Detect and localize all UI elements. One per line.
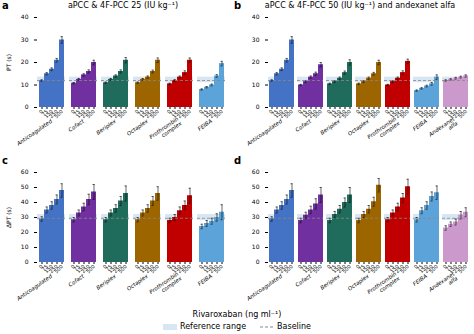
html-text:Rivaroxaban (ng ml⁻¹): Rivaroxaban (ng ml⁻¹) [192, 310, 282, 319]
svg-text:10: 10 [252, 81, 260, 88]
svg-text:500: 500 [370, 108, 381, 119]
svg-text:Octaplex: Octaplex [126, 117, 151, 137]
svg-text:500: 500 [85, 108, 96, 119]
svg-text:20: 20 [21, 228, 29, 235]
svg-text:10: 10 [21, 81, 29, 88]
svg-text:FEIBA: FEIBA [412, 273, 429, 287]
svg-text:Beriplex: Beriplex [95, 117, 118, 136]
svg-text:500: 500 [341, 263, 352, 274]
html-text:b: b [234, 0, 242, 11]
svg-text:Prothrombincomplex: Prothrombincomplex [148, 115, 184, 145]
svg-text:Cofact: Cofact [67, 272, 86, 288]
svg-text:Prothrombincomplex: Prothrombincomplex [148, 270, 184, 300]
svg-text:FEIBA: FEIBA [197, 118, 214, 132]
svg-text:500: 500 [399, 108, 410, 119]
svg-text:500: 500 [428, 108, 439, 119]
svg-text:Anticoagulated: Anticoagulated [245, 273, 284, 303]
svg-text:Prothrombincomplex: Prothrombincomplex [366, 115, 402, 145]
svg-text:500: 500 [428, 263, 439, 274]
svg-text:500: 500 [457, 108, 468, 119]
svg-text:40: 40 [252, 13, 260, 20]
svg-text:30: 30 [252, 36, 260, 43]
html-text:aPCC & 4F-PCC 25 (IU kg⁻¹): aPCC & 4F-PCC 25 (IU kg⁻¹) [67, 1, 179, 10]
svg-text:500: 500 [117, 108, 128, 119]
svg-text:FEIBA: FEIBA [412, 118, 429, 132]
html-text:a: a [2, 0, 9, 11]
svg-text:Anticoagulated: Anticoagulated [15, 273, 54, 303]
svg-text:Cofact: Cofact [67, 117, 86, 133]
html-text:aPCC & 4F-PCC 50 (IU kg⁻¹) and: aPCC & 4F-PCC 50 (IU kg⁻¹) and andexanet… [264, 1, 456, 10]
svg-text:Anticoagulated: Anticoagulated [15, 118, 54, 148]
svg-text:20: 20 [252, 228, 260, 235]
svg-text:0: 0 [256, 103, 260, 110]
svg-text:500: 500 [53, 108, 64, 119]
svg-text:30: 30 [21, 213, 29, 220]
svg-text:20: 20 [21, 58, 29, 65]
svg-text:500: 500 [312, 263, 323, 274]
svg-text:500: 500 [53, 263, 64, 274]
html-text:d: d [234, 155, 242, 166]
html-text:Baseline: Baseline [277, 322, 311, 331]
svg-text:PT (s): PT (s) [5, 54, 12, 71]
svg-text:0: 0 [25, 103, 29, 110]
svg-text:500: 500 [283, 108, 294, 119]
svg-text:500: 500 [181, 108, 192, 119]
svg-text:Beriplex: Beriplex [319, 117, 342, 136]
svg-text:Anticoagulated: Anticoagulated [245, 118, 284, 148]
svg-text:FEIBA: FEIBA [197, 273, 214, 287]
svg-text:10: 10 [252, 243, 260, 250]
svg-text:Beriplex: Beriplex [319, 272, 342, 291]
svg-text:Octaplex: Octaplex [126, 272, 151, 292]
svg-text:40: 40 [21, 198, 29, 205]
svg-text:500: 500 [312, 108, 323, 119]
svg-text:20: 20 [252, 58, 260, 65]
svg-text:ΔPT (s): ΔPT (s) [5, 207, 12, 228]
svg-text:Cofact: Cofact [294, 117, 313, 133]
svg-text:500: 500 [370, 263, 381, 274]
svg-text:500: 500 [181, 263, 192, 274]
html-text:c: c [2, 155, 8, 166]
svg-text:30: 30 [21, 36, 29, 43]
svg-text:500: 500 [213, 263, 224, 274]
svg-text:500: 500 [149, 263, 160, 274]
svg-text:0: 0 [256, 258, 260, 265]
svg-text:500: 500 [457, 263, 468, 274]
svg-text:Cofact: Cofact [294, 272, 313, 288]
html-text:Reference range: Reference range [180, 322, 247, 331]
svg-text:40: 40 [21, 13, 29, 20]
svg-text:500: 500 [213, 108, 224, 119]
svg-text:Beriplex: Beriplex [95, 272, 118, 291]
svg-text:500: 500 [399, 263, 410, 274]
svg-text:Octaplex: Octaplex [346, 117, 371, 137]
svg-text:500: 500 [283, 263, 294, 274]
svg-text:50: 50 [252, 183, 260, 190]
svg-text:0: 0 [25, 258, 29, 265]
svg-text:Octaplex: Octaplex [346, 272, 371, 292]
svg-text:500: 500 [117, 263, 128, 274]
svg-text:10: 10 [21, 243, 29, 250]
svg-text:500: 500 [85, 263, 96, 274]
svg-text:40: 40 [252, 198, 260, 205]
svg-text:500: 500 [149, 108, 160, 119]
svg-text:Andexanetalfa: Andexanetalfa [427, 270, 459, 298]
svg-text:30: 30 [252, 213, 260, 220]
svg-text:60: 60 [252, 168, 260, 175]
svg-text:Prothrombincomplex: Prothrombincomplex [366, 270, 402, 300]
svg-text:60: 60 [21, 168, 29, 175]
svg-text:50: 50 [21, 183, 29, 190]
svg-text:Andexanetalfa: Andexanetalfa [427, 115, 459, 143]
svg-text:500: 500 [341, 108, 352, 119]
